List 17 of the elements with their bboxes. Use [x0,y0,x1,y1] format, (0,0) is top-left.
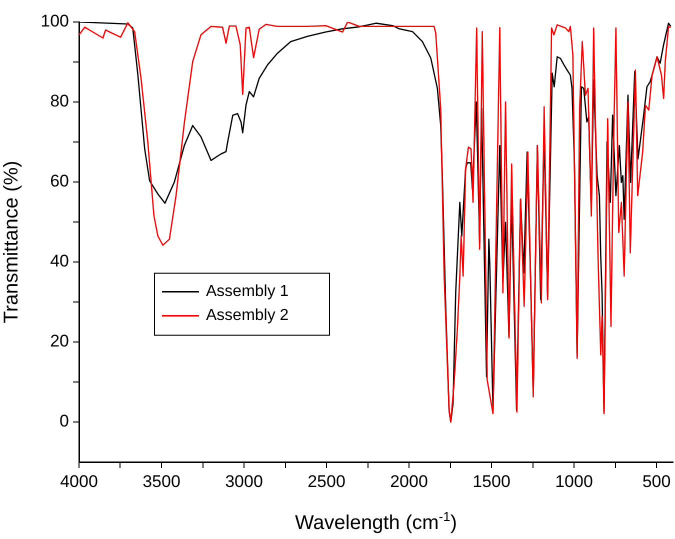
legend-label: Assembly 1 [206,283,289,300]
y-tick-label: 60 [50,172,69,191]
y-axis-title: Transmittance (%) [0,160,23,324]
legend-label: Assembly 2 [206,307,289,324]
y-tick-label: 40 [50,252,69,271]
y-tick-label: 80 [50,92,69,111]
x-tick-label: 500 [642,472,671,491]
x-tick-label: 1500 [472,472,510,491]
x-tick-label: 4000 [60,472,98,491]
y-tick-label: 0 [60,412,69,431]
x-tick-label: 3000 [225,472,263,491]
x-tick-label: 2000 [390,472,428,491]
x-tick-label: 3500 [142,472,180,491]
x-tick-label: 2500 [308,472,346,491]
y-tick-label: 100 [40,12,69,31]
x-tick-label: 1000 [555,472,593,491]
y-tick-label: 20 [50,332,69,351]
